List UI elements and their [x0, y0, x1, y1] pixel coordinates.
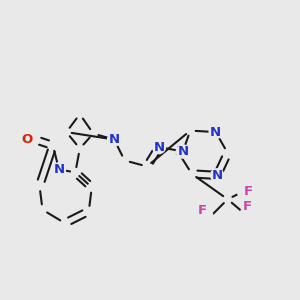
Circle shape: [108, 133, 121, 146]
Circle shape: [176, 145, 189, 158]
Text: F: F: [244, 185, 253, 198]
Text: N: N: [153, 140, 164, 154]
Circle shape: [238, 185, 250, 198]
Text: F: F: [198, 204, 207, 217]
Circle shape: [52, 163, 65, 176]
Circle shape: [241, 207, 254, 220]
Circle shape: [200, 211, 213, 224]
Text: O: O: [21, 133, 33, 146]
Circle shape: [209, 125, 222, 139]
Circle shape: [152, 140, 166, 154]
Text: F: F: [242, 200, 252, 213]
Text: N: N: [109, 133, 120, 146]
Text: N: N: [210, 126, 221, 139]
Text: N: N: [53, 163, 64, 176]
Circle shape: [26, 133, 39, 146]
Circle shape: [211, 169, 224, 182]
Text: N: N: [177, 145, 188, 158]
Text: N: N: [212, 169, 223, 182]
